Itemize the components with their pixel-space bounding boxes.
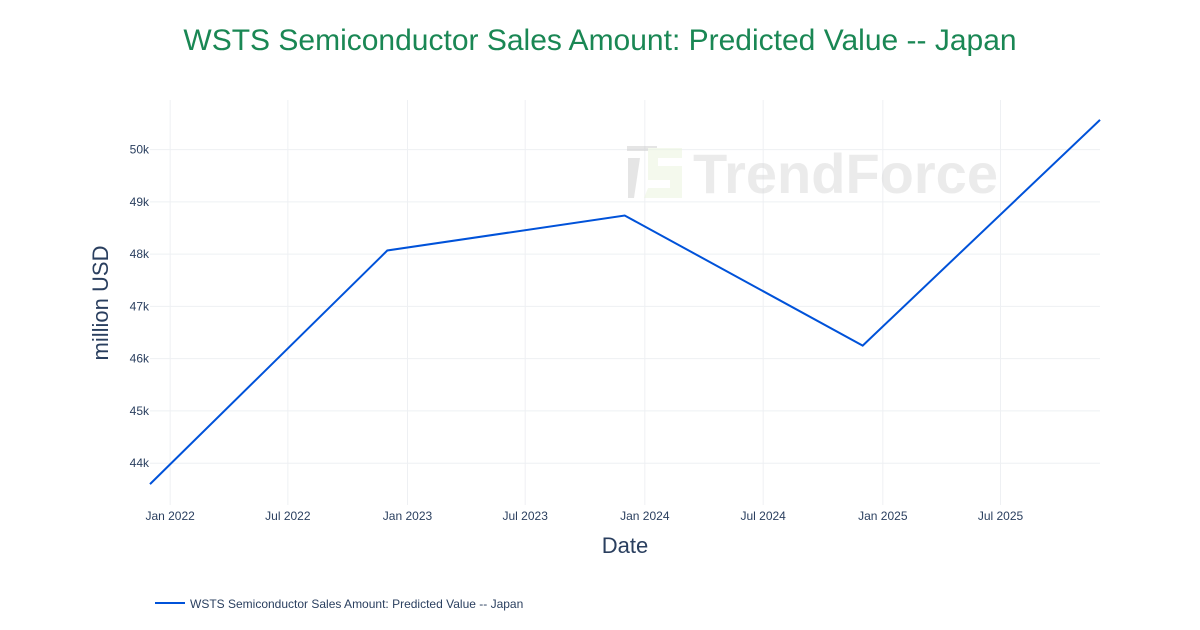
x-axis-label: Date [602, 533, 648, 558]
legend[interactable]: WSTS Semiconductor Sales Amount: Predict… [155, 597, 523, 611]
watermark: TrendForce [627, 142, 998, 205]
watermark-text: TrendForce [693, 142, 998, 205]
x-tick-label: Jul 2024 [740, 509, 786, 523]
y-tick-label: 50k [130, 143, 150, 157]
y-tick-label: 47k [130, 299, 150, 313]
y-tick-label: 48k [130, 247, 150, 261]
y-tick-label: 46k [130, 352, 150, 366]
y-tick-label: 49k [130, 195, 150, 209]
x-tick-label: Jul 2025 [978, 509, 1024, 523]
legend-label: WSTS Semiconductor Sales Amount: Predict… [190, 597, 523, 611]
y-tick-label: 44k [130, 456, 150, 470]
y-tick-label: 45k [130, 404, 150, 418]
chart-title: WSTS Semiconductor Sales Amount: Predict… [183, 24, 1016, 57]
y-axis-label: million USD [88, 246, 113, 361]
x-tick-label: Jul 2023 [503, 509, 549, 523]
x-tick-label: Jan 2024 [620, 509, 670, 523]
x-tick-label: Jul 2022 [265, 509, 311, 523]
x-tick-label: Jan 2023 [383, 509, 433, 523]
x-tick-label: Jan 2022 [145, 509, 195, 523]
x-tick-label: Jan 2025 [858, 509, 908, 523]
series-line [149, 119, 1101, 485]
